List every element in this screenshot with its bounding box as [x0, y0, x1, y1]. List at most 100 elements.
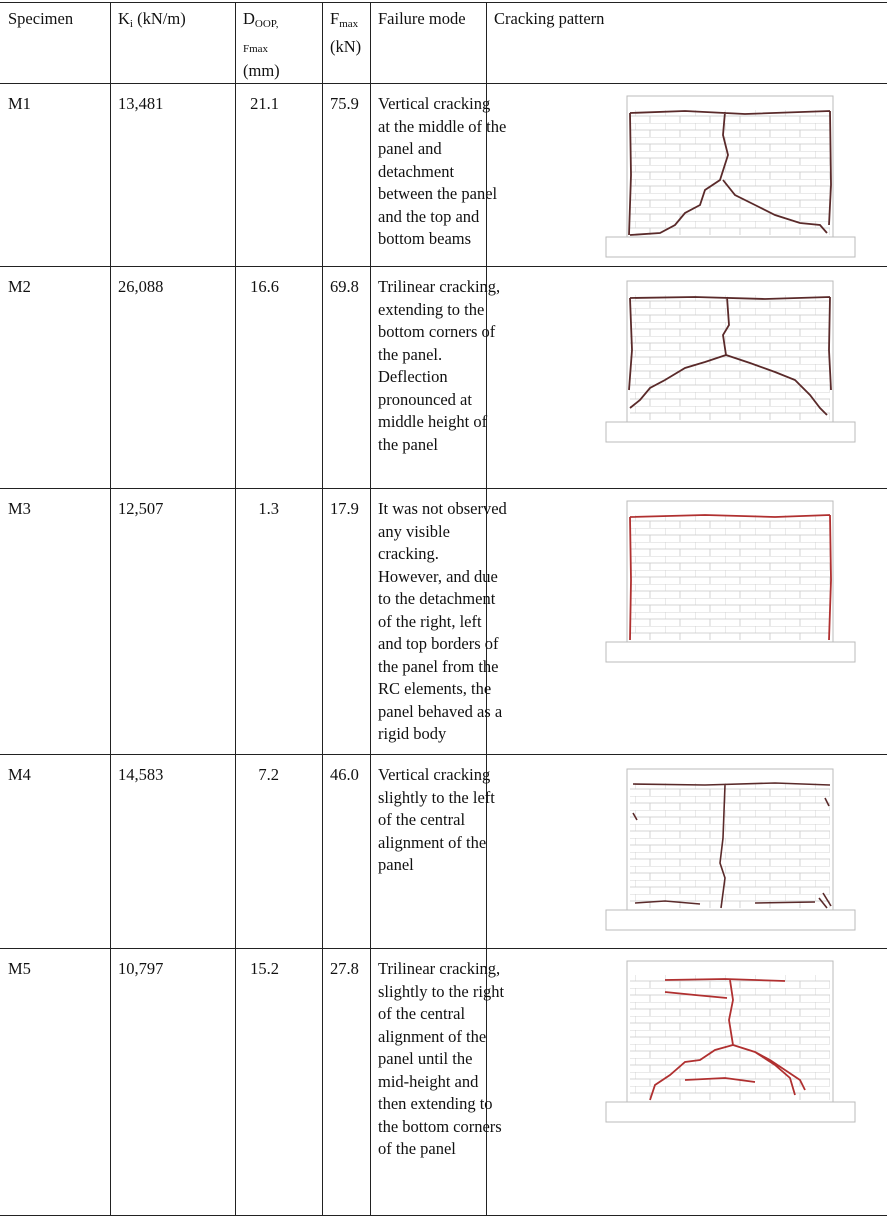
header-cell: Cracking pattern	[494, 8, 604, 31]
header-text: OOP,	[255, 18, 279, 30]
failure-line: and top borders of	[378, 633, 507, 656]
ki-cell: 26,088	[118, 276, 163, 299]
failure-line: panel until the	[378, 1048, 504, 1071]
row-rule	[0, 754, 887, 755]
failure-line: to the detachment	[378, 588, 507, 611]
failure-line: rigid body	[378, 723, 507, 746]
specimen-cell: M4	[8, 764, 31, 787]
ki-cell: 12,507	[118, 498, 163, 521]
failure-line: middle height of	[378, 411, 500, 434]
d-cell: 7.2	[241, 764, 279, 787]
header-cell: Fmax(kN)	[330, 8, 361, 58]
failure-line: alignment of the	[378, 1026, 504, 1049]
failure-line: mid-height and	[378, 1071, 504, 1094]
failure-line: Vertical cracking	[378, 93, 506, 116]
f-cell: 69.8	[330, 276, 359, 299]
failure-line: any visible	[378, 521, 507, 544]
header-line: Fmax	[330, 8, 361, 36]
cracking-pattern-m3	[605, 500, 857, 670]
row-rule	[0, 488, 887, 489]
row-rule	[0, 948, 887, 949]
header-text: Fmax	[243, 43, 268, 55]
failure-line: of the right, left	[378, 611, 507, 634]
failure-line: then extending to	[378, 1093, 504, 1116]
failure-line: slightly to the right	[378, 981, 504, 1004]
failure-line: detachment	[378, 161, 506, 184]
header-text: K	[118, 9, 130, 28]
column-rule	[370, 2, 371, 1215]
ki-cell: 10,797	[118, 958, 163, 981]
failure-line: Vertical cracking	[378, 764, 495, 787]
column-rule	[110, 2, 111, 1215]
header-cell: Failure mode	[378, 8, 466, 31]
row-rule	[0, 266, 887, 267]
failure-cell: Trilinear cracking,slightly to the right…	[378, 958, 504, 1161]
failure-line: the panel	[378, 434, 500, 457]
header-text: (kN)	[330, 37, 361, 56]
failure-line: bottom beams	[378, 228, 506, 251]
failure-line: Trilinear cracking,	[378, 276, 500, 299]
column-rule	[235, 2, 236, 1215]
failure-line: bottom corners of	[378, 321, 500, 344]
f-cell: 17.9	[330, 498, 359, 521]
header-line: Ki (kN/m)	[118, 8, 186, 36]
header-line: (mm)	[243, 60, 280, 83]
header-text: (mm)	[243, 61, 280, 80]
failure-line: between the panel	[378, 183, 506, 206]
f-cell: 46.0	[330, 764, 359, 787]
failure-line: pronounced at	[378, 389, 500, 412]
specimen-cell: M3	[8, 498, 31, 521]
column-rule	[322, 2, 323, 1215]
header-text: Specimen	[8, 9, 73, 28]
header-text: max	[339, 18, 358, 30]
d-cell: 16.6	[241, 276, 279, 299]
specimen-cell: M5	[8, 958, 31, 981]
header-text: Failure mode	[378, 9, 466, 28]
failure-line: at the middle of the	[378, 116, 506, 139]
failure-line: It was not observed	[378, 498, 507, 521]
failure-line: the panel from the	[378, 656, 507, 679]
header-line: Failure mode	[378, 8, 466, 31]
specimen-cell: M1	[8, 93, 31, 116]
ki-cell: 13,481	[118, 93, 163, 116]
failure-line: of the central	[378, 809, 495, 832]
page: SpecimenKi (kN/m)DOOP,Fmax(mm)Fmax(kN)Fa…	[0, 0, 887, 1215]
failure-line: the bottom corners	[378, 1116, 504, 1139]
row-rule	[0, 2, 887, 3]
cracking-pattern-m1	[605, 95, 857, 265]
specimen-cell: M2	[8, 276, 31, 299]
header-text: Cracking pattern	[494, 9, 604, 28]
failure-line: cracking.	[378, 543, 507, 566]
failure-line: slightly to the left	[378, 787, 495, 810]
failure-line: extending to the	[378, 299, 500, 322]
failure-line: panel behaved as a	[378, 701, 507, 724]
header-line: Cracking pattern	[494, 8, 604, 31]
cracking-pattern-m5	[605, 960, 857, 1130]
header-line: Specimen	[8, 8, 73, 31]
header-cell: DOOP, Fmax (mm)	[243, 8, 280, 83]
failure-line: the panel.	[378, 344, 500, 367]
failure-line: alignment of the	[378, 832, 495, 855]
d-cell: 1.3	[241, 498, 279, 521]
failure-line: of the panel	[378, 1138, 504, 1161]
failure-line: Deflection	[378, 366, 500, 389]
d-cell: 15.2	[241, 958, 279, 981]
failure-line: panel and	[378, 138, 506, 161]
header-text: F	[330, 9, 339, 28]
header-cell: Ki (kN/m)	[118, 8, 186, 36]
d-cell: 21.1	[241, 93, 279, 116]
failure-line: RC elements, the	[378, 678, 507, 701]
ki-cell: 14,583	[118, 764, 163, 787]
failure-line: Trilinear cracking,	[378, 958, 504, 981]
f-cell: 75.9	[330, 93, 359, 116]
failure-line: panel	[378, 854, 495, 877]
header-text: (kN/m)	[133, 9, 186, 28]
failure-line: of the central	[378, 1003, 504, 1026]
header-text: D	[243, 9, 255, 28]
cracking-pattern-m2	[605, 280, 857, 450]
failure-line: However, and due	[378, 566, 507, 589]
failure-line: and the top and	[378, 206, 506, 229]
